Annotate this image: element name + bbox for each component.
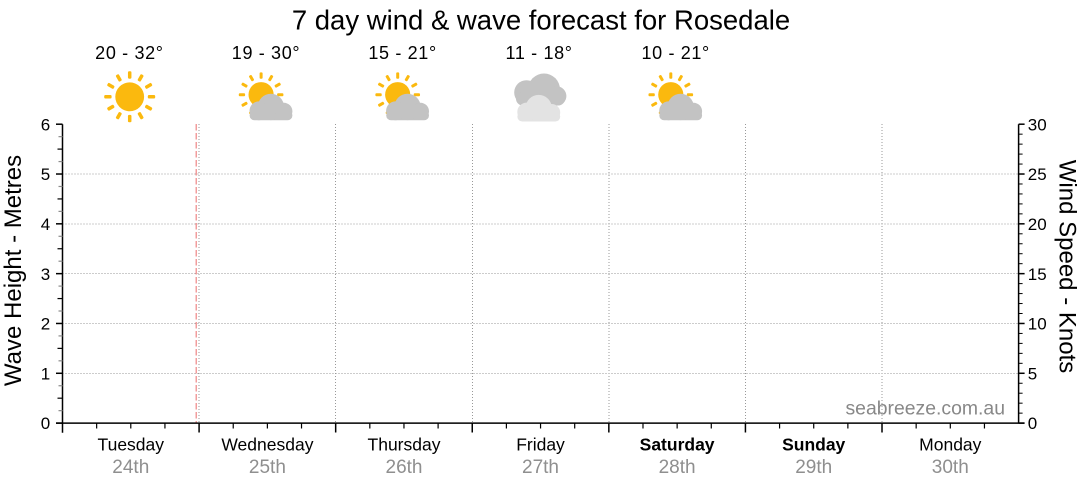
svg-text:20: 20 [1028,215,1047,234]
svg-text:30th: 30th [932,457,969,478]
svg-text:6: 6 [41,115,50,134]
svg-text:Thursday: Thursday [368,434,441,454]
svg-text:7 day wind & wave forecast for: 7 day wind & wave forecast for Rosedale [292,4,790,35]
svg-text:25th: 25th [249,457,286,478]
svg-text:Monday: Monday [919,434,982,454]
svg-text:3: 3 [41,265,50,284]
svg-text:2: 2 [41,315,50,334]
svg-text:20 - 32°: 20 - 32° [95,43,163,63]
svg-text:19 - 30°: 19 - 30° [232,43,300,63]
svg-text:Sunday: Sunday [782,434,845,454]
svg-text:Wind Speed - Knots: Wind Speed - Knots [1054,160,1080,373]
svg-text:5: 5 [41,165,50,184]
svg-text:28th: 28th [659,457,696,478]
svg-text:Tuesday: Tuesday [98,434,165,454]
svg-text:29th: 29th [795,457,832,478]
svg-text:Saturday: Saturday [640,434,715,454]
svg-text:24th: 24th [112,457,149,478]
svg-text:30: 30 [1028,115,1047,134]
svg-text:27th: 27th [522,457,559,478]
svg-text:15: 15 [1028,265,1047,284]
svg-text:15 - 21°: 15 - 21° [368,43,436,63]
svg-text:Wave Height - Metres: Wave Height - Metres [0,155,27,386]
svg-text:1: 1 [41,364,50,383]
svg-text:seabreeze.com.au: seabreeze.com.au [845,397,1005,419]
svg-text:4: 4 [41,215,50,234]
svg-text:11 - 18°: 11 - 18° [506,43,573,63]
svg-text:5: 5 [1028,364,1037,383]
svg-text:10 - 21°: 10 - 21° [641,43,709,63]
svg-text:Friday: Friday [516,434,565,454]
svg-text:25: 25 [1028,165,1047,184]
svg-text:0: 0 [41,414,50,433]
svg-text:10: 10 [1028,315,1047,334]
svg-text:26th: 26th [386,457,423,478]
svg-text:0: 0 [1028,414,1037,433]
svg-text:Wednesday: Wednesday [221,434,313,454]
